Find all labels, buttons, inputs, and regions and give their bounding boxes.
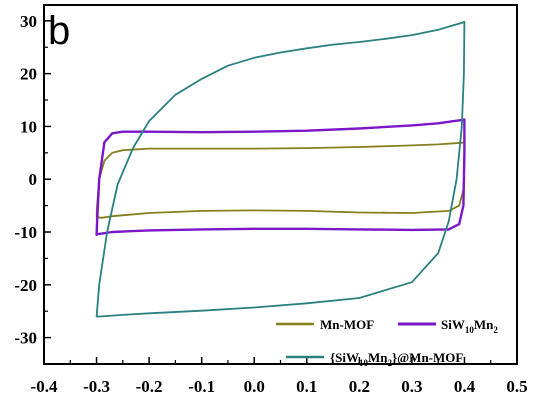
plot-frame	[43, 4, 518, 365]
series-curves	[95, 21, 466, 318]
axis-ticks	[43, 20, 518, 365]
x-tick-label: -0.2	[136, 377, 163, 396]
y-tick-labels: -30 -20 -10 0 10 20 30	[14, 12, 37, 348]
x-tick-label: -0.4	[31, 377, 58, 396]
x-tick-label: 0.3	[401, 377, 422, 396]
x-tick-label: 0.4	[454, 377, 476, 396]
x-tick-label: 0.2	[349, 377, 370, 396]
y-tick-label: -20	[14, 276, 37, 295]
legend-label-2: {SiW10Mn2}@Mn-MOF	[330, 350, 463, 368]
legend-label-1: SiW10Mn2	[441, 317, 498, 335]
y-tick-label: 20	[20, 65, 37, 84]
y-tick-label: -10	[14, 223, 37, 242]
y-tick-label: 30	[20, 12, 37, 31]
x-tick-label: -0.1	[188, 377, 215, 396]
panel-label: b	[48, 9, 70, 53]
y-tick-label: 10	[20, 117, 37, 136]
x-tick-label: -0.3	[83, 377, 110, 396]
x-tick-labels: -0.4 -0.3 -0.2 -0.1 0.0 0.1 0.2 0.3 0.4 0.5	[31, 377, 528, 396]
y-tick-label: 0	[29, 170, 38, 189]
x-tick-label: 0.1	[296, 377, 317, 396]
series-line-1	[95, 118, 466, 236]
y-tick-label: -30	[14, 329, 37, 348]
series-line-2	[95, 21, 466, 318]
legend: Mn-MOF SiW10Mn2 {SiW10Mn2}@Mn-MOF	[276, 317, 498, 368]
legend-label-0: Mn-MOF	[320, 317, 374, 332]
series-line-0	[95, 141, 466, 219]
x-tick-label: 0.0	[244, 377, 265, 396]
x-tick-label: 0.5	[506, 377, 527, 396]
